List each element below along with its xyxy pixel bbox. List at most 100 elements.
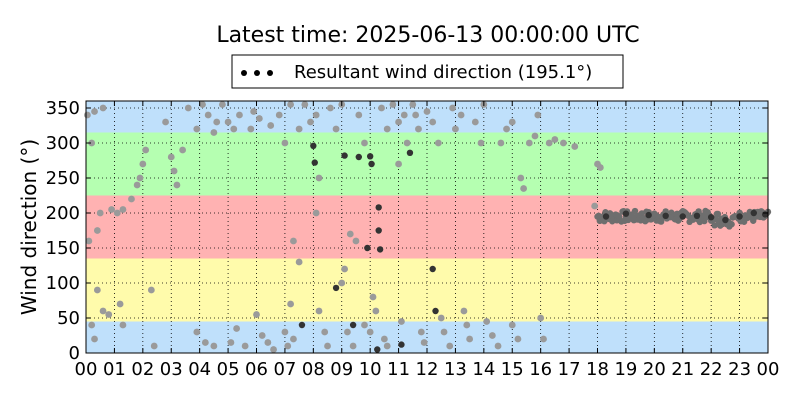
data-point-resultant xyxy=(679,213,686,220)
data-point-resultant xyxy=(364,244,371,252)
data-point xyxy=(395,160,402,168)
data-point xyxy=(136,174,144,182)
data-point xyxy=(199,101,206,108)
data-points xyxy=(84,101,772,353)
chart-title: Latest time: 2025-06-13 00:00:00 UTC xyxy=(216,23,639,48)
x-axis: 00 01 02 03 04 05 06 07 08 09 10 11 12 13 14 15 16 17 18 19… xyxy=(75,101,780,380)
data-point xyxy=(534,111,542,119)
data-point-resultant xyxy=(355,153,362,161)
data-point xyxy=(531,132,539,140)
data-point xyxy=(142,146,150,154)
data-point xyxy=(412,111,420,119)
data-point xyxy=(537,314,545,322)
data-point xyxy=(361,139,368,147)
data-point xyxy=(290,335,297,343)
data-point xyxy=(352,237,360,245)
data-point xyxy=(236,111,243,119)
data-point xyxy=(93,227,101,234)
x-tick-label: 03 xyxy=(160,359,183,380)
data-point xyxy=(281,139,289,147)
data-point xyxy=(463,321,471,329)
data-point xyxy=(338,279,346,287)
x-tick-label: 05 xyxy=(217,359,240,380)
data-point xyxy=(91,335,98,343)
data-point xyxy=(389,101,397,108)
data-point xyxy=(295,125,303,133)
data-point xyxy=(204,111,212,119)
data-point xyxy=(503,125,510,133)
data-point xyxy=(139,160,147,168)
data-point-resultant xyxy=(349,321,357,329)
data-point xyxy=(105,311,113,318)
data-point xyxy=(400,111,408,119)
data-point-resultant xyxy=(375,227,382,234)
data-point xyxy=(711,222,718,229)
data-point xyxy=(128,195,135,203)
legend-box xyxy=(231,54,624,89)
data-point xyxy=(457,111,465,119)
data-point xyxy=(315,174,323,182)
data-point xyxy=(295,258,303,266)
data-point-resultant xyxy=(432,307,439,315)
data-point xyxy=(662,208,669,215)
data-point xyxy=(551,136,559,143)
data-point xyxy=(420,339,428,346)
data-point xyxy=(96,209,104,217)
data-point xyxy=(372,307,380,315)
data-point xyxy=(173,181,181,189)
data-point-resultant xyxy=(366,153,374,160)
data-point xyxy=(258,332,266,339)
data-point xyxy=(596,164,604,171)
grid-lines xyxy=(85,101,769,354)
data-point xyxy=(423,108,431,115)
data-point xyxy=(224,118,232,126)
legend-marker-1 xyxy=(241,70,247,76)
x-tick-label: 11 xyxy=(387,359,410,380)
data-point xyxy=(403,139,411,147)
x-tick-label: 02 xyxy=(131,359,154,380)
data-point-resultant xyxy=(298,321,306,329)
x-tick-label: 06 xyxy=(245,359,268,380)
legend-label: Resultant wind direction (195.1°) xyxy=(294,62,592,83)
data-point-resultant xyxy=(332,284,340,292)
data-point xyxy=(545,139,553,147)
data-point xyxy=(290,237,297,245)
data-point xyxy=(494,342,502,350)
data-point xyxy=(324,342,331,350)
data-point-resultant xyxy=(736,213,743,220)
data-point xyxy=(162,118,169,126)
x-tick-label: 00 xyxy=(757,359,780,380)
data-point xyxy=(267,122,275,129)
background-bands xyxy=(86,101,768,353)
x-tick-label: 04 xyxy=(188,359,211,380)
data-point xyxy=(93,286,101,294)
y-tick-label: 200 xyxy=(46,203,80,224)
data-point xyxy=(517,174,525,182)
data-point xyxy=(247,125,255,133)
data-point xyxy=(85,237,93,245)
data-point xyxy=(341,265,348,273)
data-point xyxy=(514,335,522,343)
data-point xyxy=(409,101,417,108)
y-tick-label: 250 xyxy=(46,168,80,189)
data-point xyxy=(219,101,226,108)
data-point-resultant xyxy=(341,152,348,159)
data-point xyxy=(429,118,437,126)
legend-marker-2 xyxy=(254,70,260,76)
data-point xyxy=(369,293,377,301)
data-point xyxy=(284,342,292,350)
data-point-resultant xyxy=(693,212,701,219)
data-point xyxy=(508,118,516,126)
data-point xyxy=(321,328,329,336)
data-point xyxy=(84,111,91,119)
data-point xyxy=(167,153,175,161)
x-tick-label: 13 xyxy=(444,359,467,380)
data-point-resultant xyxy=(376,246,384,253)
data-point-resultant xyxy=(622,210,630,217)
data-point xyxy=(440,328,448,336)
data-point xyxy=(275,111,283,119)
data-point xyxy=(728,221,735,228)
data-point-resultant xyxy=(406,149,414,156)
y-tick-label: 300 xyxy=(46,133,80,154)
data-point xyxy=(184,104,192,112)
